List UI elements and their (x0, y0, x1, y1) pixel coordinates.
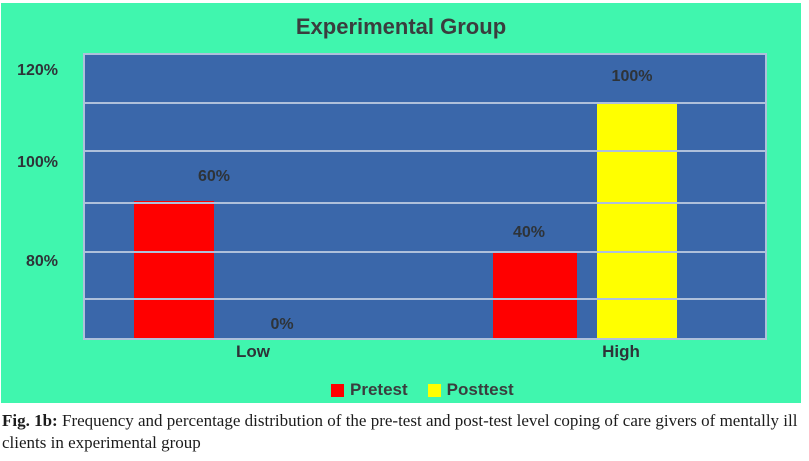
value-label-low-posttest: 0% (270, 316, 294, 333)
value-label-high-posttest: 100% (611, 68, 653, 85)
x-axis-label-low: Low (236, 342, 270, 361)
gridline (85, 202, 765, 204)
legend: Pretest Posttest (331, 380, 514, 400)
legend-swatch-pretest-icon (331, 383, 344, 397)
x-axis-label-high: High (602, 342, 640, 361)
gridline (85, 102, 765, 104)
figure-caption-text: Frequency and percentage distribution of… (2, 411, 798, 452)
chart-figure: Experimental Group 120% 100% 80% 60% 0% … (1, 3, 801, 403)
plot-area: 60% 0% 40% 100% (83, 53, 767, 340)
legend-label-pretest: Pretest (350, 380, 408, 399)
value-label-high-pretest: 40% (512, 224, 546, 241)
legend-label-posttest: Posttest (446, 380, 514, 399)
bar-high-posttest (597, 102, 677, 338)
bar-low-pretest (134, 201, 214, 338)
y-tick-label-80: 80% (25, 253, 58, 270)
y-tick-label-100: 100% (17, 154, 58, 171)
bar-high-pretest (493, 252, 577, 338)
gridline (85, 251, 765, 253)
legend-swatch-posttest-icon (427, 383, 441, 397)
gridline (85, 298, 765, 300)
figure-caption-label: Fig. 1b: (2, 411, 58, 430)
value-label-low-pretest: 60% (197, 168, 231, 185)
figure-caption: Fig. 1b: Frequency and percentage distri… (2, 410, 807, 454)
gridline (85, 150, 765, 152)
y-tick-label-120: 120% (17, 62, 58, 79)
chart-title: Experimental Group (295, 14, 507, 39)
